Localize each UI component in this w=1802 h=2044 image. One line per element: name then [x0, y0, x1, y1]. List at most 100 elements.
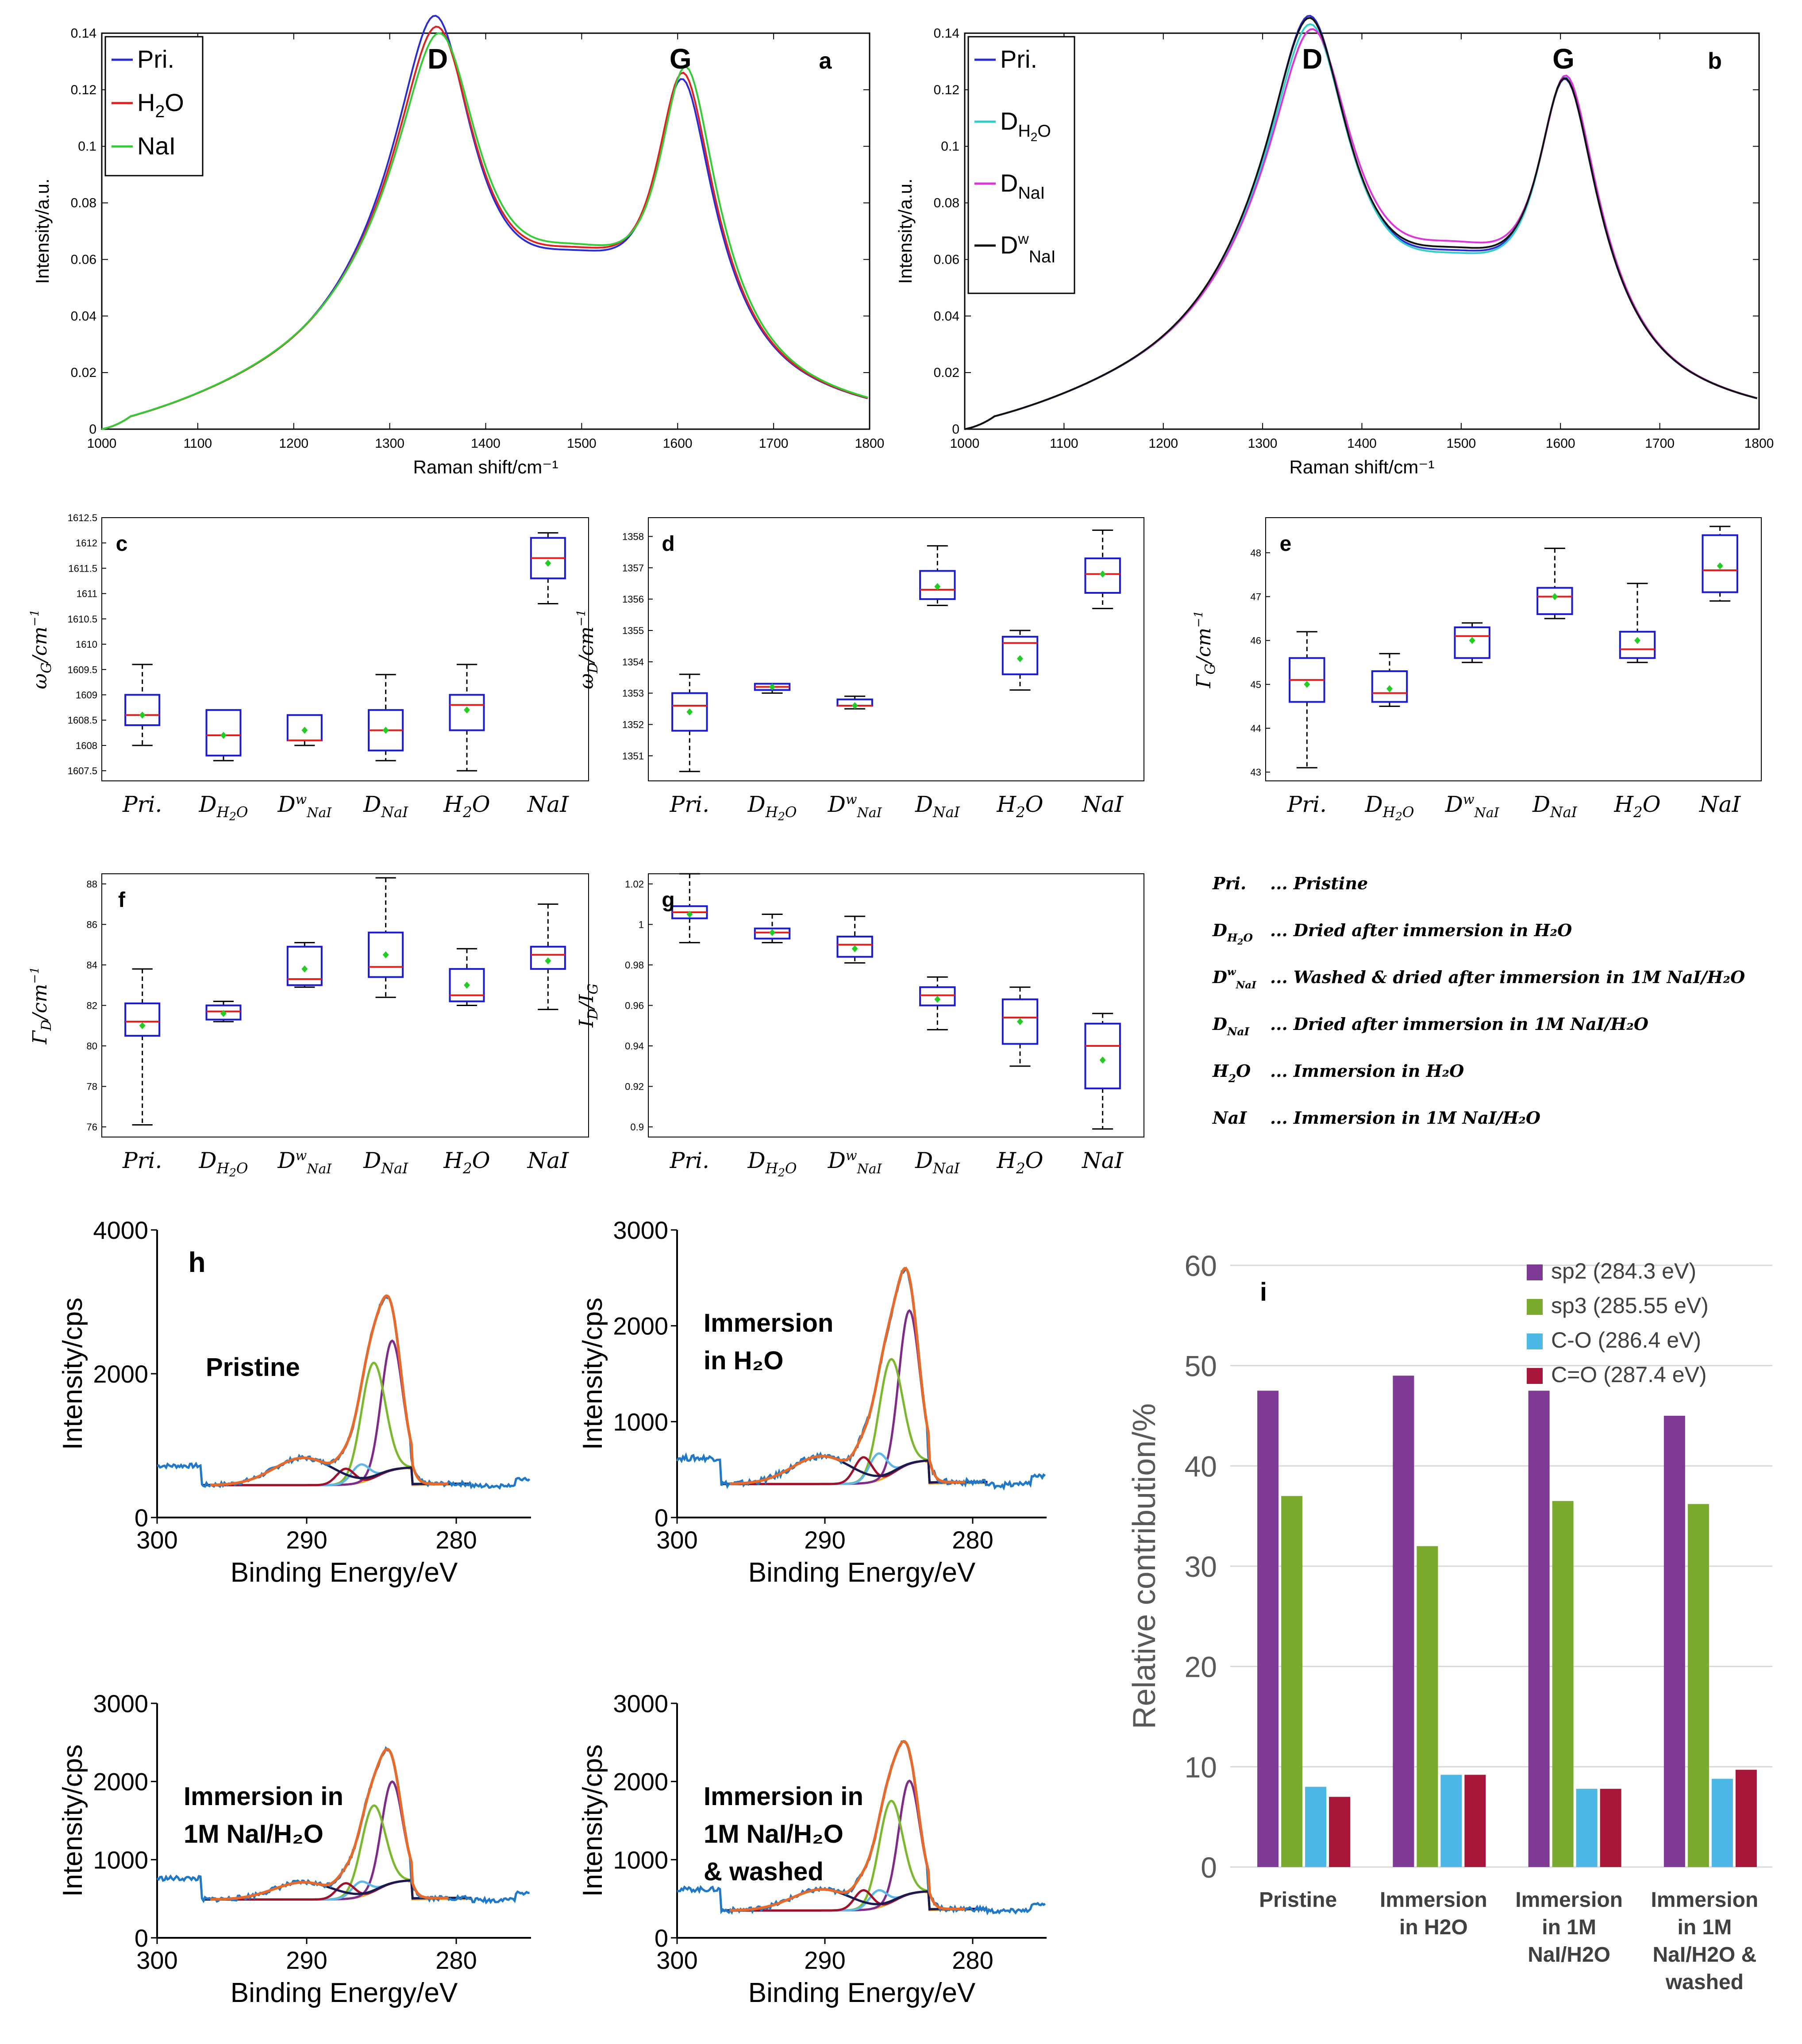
- text-part: D: [915, 1148, 933, 1173]
- box: [368, 931, 404, 978]
- text-part: NaI: [137, 132, 176, 160]
- box: [1702, 534, 1738, 593]
- y-tick-label: 0.06: [934, 252, 959, 267]
- key-description: ... Immersion in 1M NaI/H₂O: [1270, 1108, 1540, 1128]
- x-tick-label: 1000: [87, 436, 117, 451]
- category-label: Pri.: [122, 1148, 162, 1173]
- x-axis-label: Raman shift/cm⁻¹: [413, 457, 558, 477]
- y-tick-label: 0.96: [625, 1000, 644, 1011]
- mean-marker: [545, 559, 551, 567]
- mean-marker: [464, 706, 470, 714]
- text-part: 2: [462, 804, 472, 821]
- x-tick-label: 280: [435, 1526, 477, 1554]
- legend-swatch: [1527, 1264, 1543, 1280]
- key-symbol: DwNaI: [1212, 966, 1257, 991]
- category-label: NaI/H2O &: [1653, 1943, 1757, 1967]
- text-part: H: [1212, 1061, 1229, 1081]
- mean-marker: [769, 929, 775, 936]
- mean-marker: [851, 702, 858, 709]
- x-axis-label: Binding Energy/eV: [748, 1557, 976, 1588]
- text-part: NaI: [1029, 247, 1056, 266]
- x-tick-label: 300: [136, 1526, 177, 1554]
- category-label: Pristine: [1259, 1888, 1337, 1912]
- category-label: DwNaI: [1445, 791, 1500, 821]
- box: [1454, 626, 1490, 659]
- y-tick-label: 40: [1185, 1450, 1217, 1483]
- x-axis-label: Binding Energy/eV: [748, 1978, 976, 2008]
- text-part: O: [1037, 122, 1051, 141]
- y-tick-label: 0.02: [934, 365, 959, 380]
- text-part: H: [216, 1160, 230, 1177]
- text-part: NaI: [932, 1160, 960, 1177]
- bar-2: [1440, 1775, 1462, 1867]
- key-symbol: DNaI: [1212, 1014, 1250, 1038]
- y-tick-label: 3000: [613, 1216, 668, 1244]
- category-label: DNaI: [1532, 791, 1578, 821]
- peak-label-d: D: [1302, 43, 1322, 75]
- y-tick-label: 86: [87, 919, 97, 930]
- x-tick-label: 300: [656, 1526, 697, 1554]
- legend-label: DH2O: [1000, 107, 1051, 144]
- y-tick-label: 0.92: [625, 1081, 644, 1092]
- text-part: O: [785, 1160, 797, 1177]
- bar-0: [1257, 1391, 1279, 1867]
- category-label: Pri.: [122, 791, 162, 817]
- x-tick-label: 1100: [184, 436, 212, 451]
- text-part: D: [39, 1020, 54, 1031]
- text-part: Pri.: [670, 791, 709, 817]
- y-tick-label: 0: [89, 422, 96, 437]
- box: [1001, 636, 1039, 676]
- box: [124, 694, 161, 726]
- box: [1536, 587, 1573, 615]
- text-part: Pri.: [1000, 45, 1037, 73]
- y-tick-label: 1000: [613, 1408, 668, 1436]
- y-tick-label: 0.14: [934, 26, 959, 41]
- y-tick-label: 20: [1185, 1651, 1217, 1683]
- category-label: Pri.: [670, 791, 709, 817]
- text-part: D: [1532, 791, 1550, 817]
- plot-frame: [648, 517, 1144, 781]
- text-part: Γ: [29, 1030, 51, 1045]
- x-tick-label: 1200: [1148, 436, 1178, 451]
- y-tick-label: 2000: [93, 1768, 148, 1796]
- text-part: D: [363, 791, 381, 817]
- text-part: D: [1445, 791, 1463, 817]
- text-part: I: [575, 1019, 598, 1028]
- mean-marker: [1469, 637, 1475, 644]
- mean-marker: [220, 1010, 227, 1017]
- box-panel-c: 1607.5 1608 1608.5 1609 1609.5 1610 1610.5 1611…: [28, 512, 589, 823]
- panel-label: h: [188, 1246, 205, 1278]
- mean-marker: [934, 583, 941, 590]
- raman-panel-a: 1000 1100 1200 1300 1400 1500 1600 1700 1800 0 0.0…: [32, 15, 884, 477]
- y-tick-label: 0.1: [941, 139, 959, 154]
- y-tick-label: 0: [655, 1504, 668, 1532]
- bar-1: [1417, 1546, 1438, 1867]
- y-tick-label: 1611: [77, 588, 97, 599]
- subplot-title: in H₂O: [704, 1346, 783, 1375]
- category-label: H2O: [996, 791, 1043, 821]
- mean-marker: [545, 957, 551, 964]
- text-part: D: [828, 791, 846, 817]
- text-part: H: [1382, 804, 1396, 821]
- fit-envelope: [210, 1294, 449, 1487]
- bar-3: [1329, 1797, 1351, 1867]
- y-tick-label: 0.1: [78, 139, 96, 154]
- y-axis-label: ωG/cm−1: [28, 609, 54, 689]
- mean-marker: [934, 995, 941, 1003]
- key-description: ... Pristine: [1270, 873, 1368, 893]
- category-label: Pri.: [1287, 791, 1327, 817]
- legend-label: C-O (286.4 eV): [1551, 1328, 1701, 1352]
- text-part: D: [747, 1148, 766, 1173]
- text-part: Pri.: [137, 45, 174, 73]
- mean-marker: [1099, 570, 1106, 578]
- y-tick-label: 60: [1185, 1249, 1217, 1282]
- raw-data-line: [676, 1266, 1046, 1491]
- text-part: /: [1193, 655, 1215, 665]
- x-tick-label: 1800: [1744, 436, 1774, 451]
- y-axis-label: ωD/cm−1: [574, 609, 601, 689]
- y-tick-label: 44: [1251, 723, 1261, 734]
- text-part: H: [443, 791, 463, 817]
- text-part: O: [1236, 1061, 1251, 1081]
- category-label: H2O: [443, 791, 490, 821]
